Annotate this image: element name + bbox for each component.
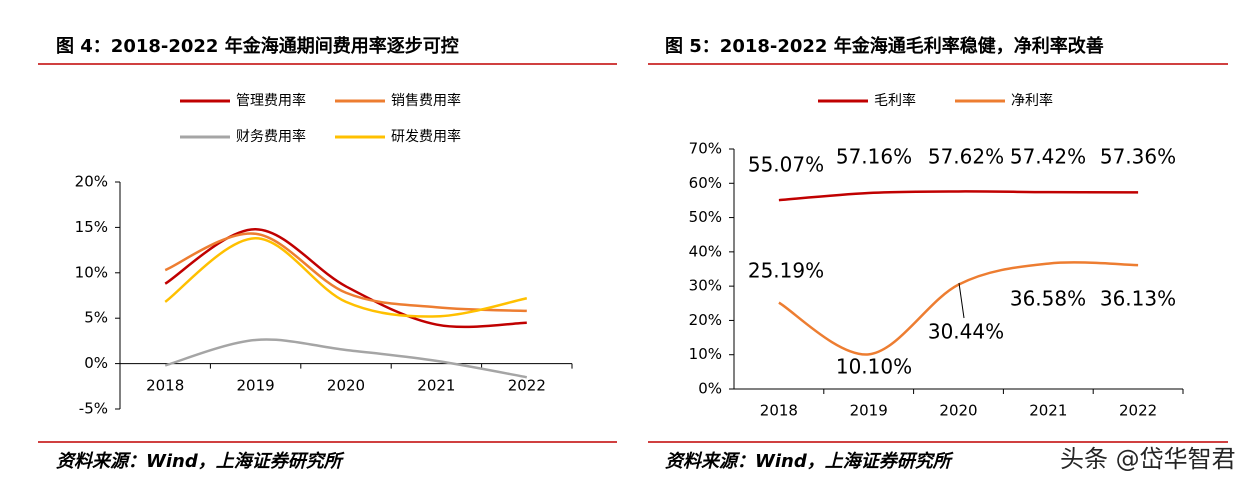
- x-tick-label: 2018: [760, 402, 798, 420]
- x-tick-label: 2021: [417, 377, 455, 395]
- watermark: 头条 @岱华智君: [1060, 445, 1236, 473]
- y-tick-label: 10%: [689, 345, 722, 363]
- legend-label: 销售费用率: [391, 92, 461, 109]
- x-tick-label: 2019: [237, 377, 275, 395]
- y-tick-label: 50%: [689, 208, 722, 226]
- leader-line: [958, 282, 965, 319]
- data-label: 55.07%: [748, 153, 824, 177]
- x-tick-label: 2020: [939, 402, 977, 420]
- series-line: [164, 232, 527, 313]
- y-tick-label: 40%: [689, 242, 722, 260]
- x-tick-label: 2022: [508, 377, 546, 395]
- data-label: 57.42%: [1010, 145, 1086, 169]
- y-tick-label: 20%: [689, 311, 722, 329]
- series-line: [164, 237, 528, 318]
- y-tick-label: 0%: [84, 354, 108, 372]
- y-tick-label: 0%: [698, 380, 722, 398]
- data-label: 10.10%: [836, 355, 912, 379]
- data-label: 57.62%: [928, 145, 1004, 169]
- y-tick-label: 60%: [689, 174, 722, 192]
- x-tick-label: 2020: [327, 377, 365, 395]
- data-label: 57.16%: [836, 145, 912, 169]
- data-label: 57.36%: [1100, 145, 1176, 169]
- y-tick-label: -5%: [79, 400, 108, 418]
- legend-label: 毛利率: [874, 92, 916, 109]
- series-line: [778, 261, 1139, 356]
- source: 资料来源：Wind，上海证券研究所: [56, 451, 345, 472]
- legend-label: 净利率: [1011, 92, 1053, 109]
- series-line: [778, 190, 1139, 202]
- x-tick-label: 2021: [1029, 402, 1067, 420]
- data-label: 36.58%: [1010, 287, 1086, 311]
- y-tick-label: 5%: [84, 309, 108, 327]
- source: 资料来源：Wind，上海证券研究所: [665, 451, 954, 472]
- x-tick-label: 2019: [850, 402, 888, 420]
- series-line: [164, 338, 528, 379]
- y-tick-label: 70%: [689, 140, 722, 158]
- data-label: 25.19%: [748, 259, 824, 283]
- x-tick-label: 2022: [1119, 402, 1157, 420]
- data-label: 36.13%: [1100, 287, 1176, 311]
- chart-title: 图 4：2018-2022 年金海通期间费用率逐步可控: [56, 35, 459, 57]
- legend-label: 研发费用率: [391, 128, 461, 145]
- legend-label: 财务费用率: [236, 128, 306, 145]
- chart-title: 图 5：2018-2022 年金海通毛利率稳健，净利率改善: [665, 35, 1104, 57]
- y-tick-label: 10%: [75, 263, 108, 281]
- data-label: 30.44%: [928, 320, 1004, 344]
- y-tick-label: 30%: [689, 277, 722, 295]
- y-tick-label: 15%: [75, 218, 108, 236]
- y-tick-label: 20%: [75, 173, 108, 191]
- x-tick-label: 2018: [146, 377, 184, 395]
- legend-label: 管理费用率: [236, 92, 306, 109]
